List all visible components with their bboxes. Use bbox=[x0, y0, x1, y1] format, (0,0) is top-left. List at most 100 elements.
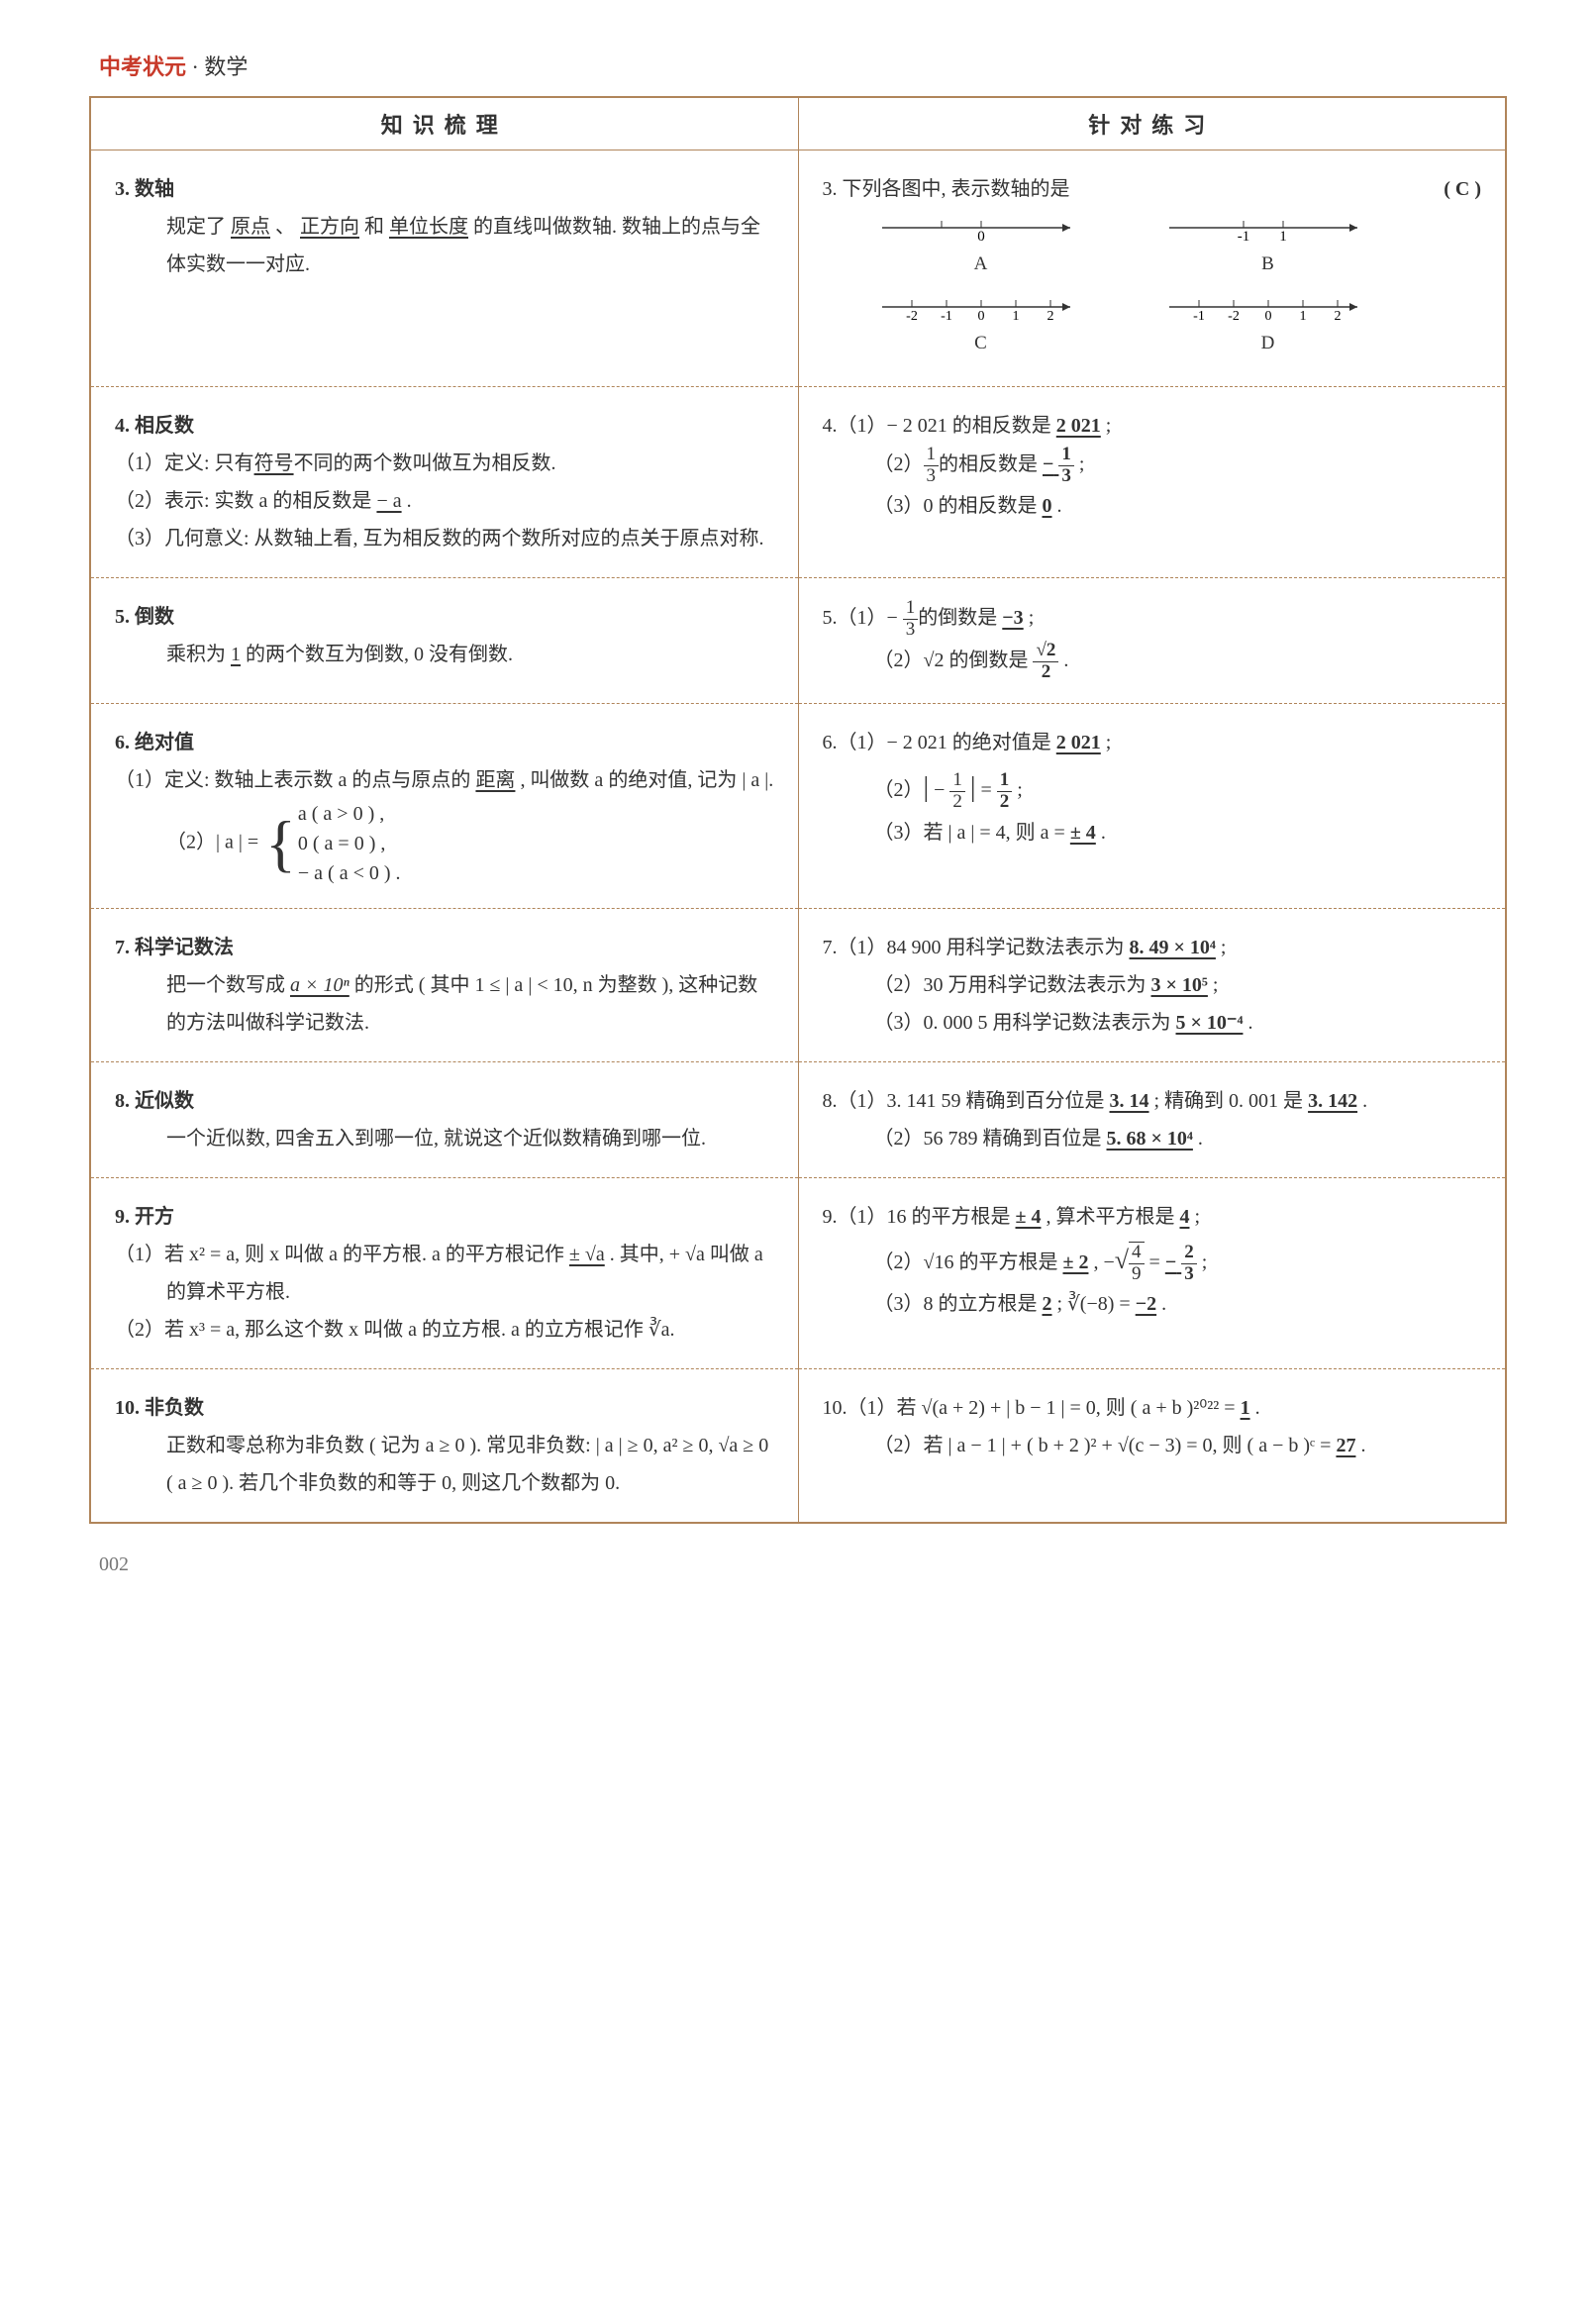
r5-left: 5. 倒数 乘积为 1 的两个数互为倒数, 0 没有倒数. bbox=[90, 578, 798, 704]
r4-f2d: 3 bbox=[924, 466, 940, 487]
r9-a2a: ± 2 bbox=[1062, 1252, 1088, 1273]
svg-text:1: 1 bbox=[1012, 309, 1019, 322]
r10-title: 非负数 bbox=[145, 1397, 204, 1419]
r6-p1a: （1）定义: 数轴上表示数 a 的点与原点的 bbox=[115, 769, 470, 791]
r6-left: 6. 绝对值 （1）定义: 数轴上表示数 a 的点与原点的 距离 , 叫做数 a… bbox=[90, 703, 798, 908]
r9-a3a: 2 bbox=[1043, 1293, 1052, 1315]
r6-q2b: − bbox=[934, 779, 945, 801]
svg-text:0: 0 bbox=[977, 229, 985, 243]
svg-text:-2: -2 bbox=[1228, 309, 1240, 322]
r5-f1d: 3 bbox=[903, 620, 919, 641]
r9-a2d: 3 bbox=[1181, 1264, 1197, 1285]
r9-q3a: （3）8 的立方根是 bbox=[874, 1293, 1038, 1315]
r6-c3: − a ( a < 0 ) . bbox=[298, 858, 401, 888]
r8-a2: 5. 68 × 10⁴ bbox=[1107, 1128, 1193, 1150]
label-D: D bbox=[1140, 326, 1397, 361]
r9-f2d: 9 bbox=[1129, 1263, 1145, 1285]
r4-p2a: （2）表示: 实数 a 的相反数是 bbox=[115, 490, 371, 512]
r6-a2n: 1 bbox=[997, 770, 1013, 792]
content-table: 知识梳理 针对练习 3. 数轴 规定了 原点 、 正方向 和 单位长度 的直线叫… bbox=[89, 96, 1507, 1524]
book-header: 中考状元 · 数学 bbox=[99, 50, 1507, 81]
col-header-left: 知识梳理 bbox=[90, 97, 798, 150]
r4-a3: 0 bbox=[1043, 495, 1052, 517]
numberline-C: -2-1012 C bbox=[852, 292, 1110, 361]
r10-period2: . bbox=[1360, 1435, 1365, 1456]
r9-num: 9. bbox=[115, 1206, 130, 1228]
r10-right: 10.（1）若 √(a + 2) + | b − 1 | = 0, 则 ( a … bbox=[798, 1368, 1506, 1523]
r9-q2a: （2）√16 的平方根是 bbox=[874, 1252, 1058, 1273]
svg-text:-1: -1 bbox=[941, 309, 952, 322]
row-8: 8. 近似数 一个近似数, 四舍五入到哪一位, 就说这个近似数精确到哪一位. 8… bbox=[90, 1061, 1506, 1177]
svg-text:2: 2 bbox=[1047, 309, 1053, 322]
row-5: 5. 倒数 乘积为 1 的两个数互为倒数, 0 没有倒数. 5.（1）− 13的… bbox=[90, 578, 1506, 704]
r3-left: 3. 数轴 规定了 原点 、 正方向 和 单位长度 的直线叫做数轴. 数轴上的点… bbox=[90, 150, 798, 387]
r6-q1a: 6.（1）− 2 021 的绝对值是 bbox=[823, 732, 1051, 753]
r6-semi1: ; bbox=[1106, 732, 1112, 753]
r6-p1b: , 叫做数 a 的绝对值, 记为 | a |. bbox=[520, 769, 773, 791]
r4-p1a: （1）定义: 只有 bbox=[115, 452, 254, 474]
r10-period1: . bbox=[1255, 1397, 1260, 1419]
r4-b1: 符号 bbox=[254, 452, 294, 474]
r6-q2a: （2） bbox=[874, 779, 924, 801]
r3-b1: 原点 bbox=[231, 216, 270, 238]
r9-q1a: 9.（1）16 的平方根是 bbox=[823, 1206, 1011, 1228]
svg-text:-1: -1 bbox=[1193, 309, 1205, 322]
r4-semi2: ; bbox=[1079, 453, 1085, 475]
r4-right: 4.（1）− 2 021 的相反数是 2 021 ; （2）13的相反数是 − … bbox=[798, 387, 1506, 578]
r7-a2: 3 × 10⁵ bbox=[1151, 974, 1208, 996]
r4-q2b: 的相反数是 bbox=[939, 453, 1038, 475]
svg-text:1: 1 bbox=[1299, 309, 1306, 322]
r7-q1a: 7.（1）84 900 用科学记数法表示为 bbox=[823, 937, 1125, 958]
r6-period: . bbox=[1101, 822, 1106, 844]
r9-p1a: （1）若 x² = a, 则 x 叫做 a 的平方根. a 的平方根记作 bbox=[115, 1244, 564, 1265]
r10-a2: 27 bbox=[1336, 1435, 1355, 1456]
r7-right: 7.（1）84 900 用科学记数法表示为 8. 49 × 10⁴ ; （2）3… bbox=[798, 908, 1506, 1061]
r6-a3: ± 4 bbox=[1070, 822, 1096, 844]
r9-period: . bbox=[1161, 1293, 1166, 1315]
r9-semi1: ; bbox=[1194, 1206, 1200, 1228]
svg-text:1: 1 bbox=[1279, 229, 1287, 243]
svg-text:2: 2 bbox=[1334, 309, 1341, 322]
r4-q3a: （3）0 的相反数是 bbox=[874, 495, 1038, 517]
r5-title: 倒数 bbox=[135, 606, 174, 628]
r7-semi1: ; bbox=[1221, 937, 1227, 958]
r7-title: 科学记数法 bbox=[135, 937, 234, 958]
r8-title: 近似数 bbox=[135, 1090, 194, 1112]
r3-right: 3. 下列各图中, 表示数轴的是 ( C ) 0 A -11 B bbox=[798, 150, 1506, 387]
r4-f2n: 1 bbox=[924, 445, 940, 466]
r3-ans: ( C ) bbox=[1444, 170, 1481, 208]
r4-a2n: 1 bbox=[1058, 445, 1074, 466]
r5-b1: 1 bbox=[231, 644, 241, 665]
col-header-right: 针对练习 bbox=[798, 97, 1506, 150]
subject-label: · 数学 bbox=[192, 54, 249, 79]
r3-q: 3. 下列各图中, 表示数轴的是 bbox=[823, 178, 1070, 200]
r6-q3a: （3）若 | a | = 4, 则 a = bbox=[874, 822, 1065, 844]
numberline-D: -1-2012 D bbox=[1140, 292, 1397, 361]
numberline-B: -11 B bbox=[1140, 213, 1397, 282]
r6-c2: 0 ( a = 0 ) , bbox=[298, 829, 401, 858]
r9-title: 开方 bbox=[135, 1206, 174, 1228]
r7-left: 7. 科学记数法 把一个数写成 a × 10ⁿ 的形式 ( 其中 1 ≤ | a… bbox=[90, 908, 798, 1061]
r6-f2d: 2 bbox=[949, 792, 965, 813]
r5-p1b: 的两个数互为倒数, 0 没有倒数. bbox=[246, 644, 513, 665]
page-number: 002 bbox=[99, 1553, 1507, 1576]
r8-left: 8. 近似数 一个近似数, 四舍五入到哪一位, 就说这个近似数精确到哪一位. bbox=[90, 1061, 798, 1177]
r8-q1a: 8.（1）3. 141 59 精确到百分位是 bbox=[823, 1090, 1105, 1112]
r7-period: . bbox=[1247, 1012, 1252, 1034]
r4-left: 4. 相反数 （1）定义: 只有符号不同的两个数叫做互为相反数. （2）表示: … bbox=[90, 387, 798, 578]
r8-right: 8.（1）3. 141 59 精确到百分位是 3. 14 ; 精确到 0. 00… bbox=[798, 1061, 1506, 1177]
r9-a2n: 2 bbox=[1181, 1243, 1197, 1264]
r6-p2lhs: （2）| a | = bbox=[166, 831, 258, 852]
r4-b2: − a bbox=[376, 490, 401, 512]
r9-left: 9. 开方 （1）若 x² = a, 则 x 叫做 a 的平方根. a 的平方根… bbox=[90, 1177, 798, 1368]
r5-right: 5.（1）− 13的倒数是 −3 ; （2）√2 的倒数是 √22 . bbox=[798, 578, 1506, 704]
r9-b1: ± √a bbox=[569, 1244, 605, 1265]
r8-q1b: ; 精确到 0. 001 是 bbox=[1154, 1090, 1304, 1112]
r5-q2a: （2）√2 的倒数是 bbox=[874, 650, 1029, 671]
r5-q1b: 的倒数是 bbox=[918, 607, 997, 629]
r7-p1a: 把一个数写成 bbox=[166, 974, 285, 996]
r8-period2: . bbox=[1198, 1128, 1203, 1150]
brand-title: 中考状元 bbox=[99, 54, 186, 79]
svg-text:-2: -2 bbox=[906, 309, 918, 322]
r6-title: 绝对值 bbox=[135, 732, 194, 753]
